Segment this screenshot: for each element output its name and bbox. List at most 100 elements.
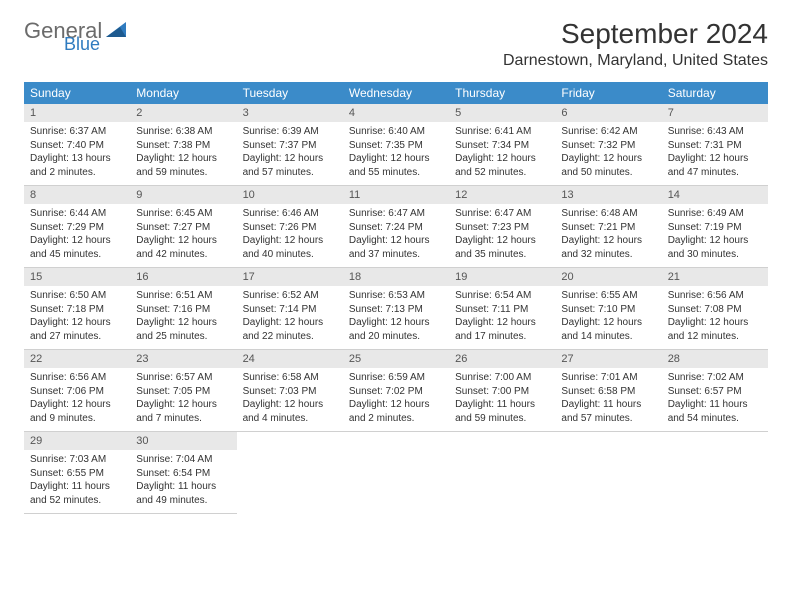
day-number: 29 — [24, 432, 130, 450]
sunrise-text: Sunrise: 6:47 AM — [349, 207, 443, 221]
day-body: Sunrise: 6:46 AMSunset: 7:26 PMDaylight:… — [237, 204, 343, 261]
day-number: 3 — [237, 104, 343, 122]
day-body: Sunrise: 6:55 AMSunset: 7:10 PMDaylight:… — [555, 286, 661, 343]
dow-tuesday: Tuesday — [237, 82, 343, 104]
sunset-text: Sunset: 7:03 PM — [243, 385, 337, 399]
sunrise-text: Sunrise: 6:58 AM — [243, 371, 337, 385]
day-body: Sunrise: 6:51 AMSunset: 7:16 PMDaylight:… — [130, 286, 236, 343]
sunset-text: Sunset: 7:21 PM — [561, 221, 655, 235]
sunrise-text: Sunrise: 6:37 AM — [30, 125, 124, 139]
daylight-text: Daylight: 12 hours and 14 minutes. — [561, 316, 655, 343]
sunset-text: Sunset: 7:19 PM — [668, 221, 762, 235]
day-cell: 29Sunrise: 7:03 AMSunset: 6:55 PMDayligh… — [24, 432, 130, 514]
sunrise-text: Sunrise: 6:40 AM — [349, 125, 443, 139]
dow-monday: Monday — [130, 82, 236, 104]
sunrise-text: Sunrise: 7:02 AM — [668, 371, 762, 385]
sunset-text: Sunset: 7:26 PM — [243, 221, 337, 235]
day-body: Sunrise: 6:52 AMSunset: 7:14 PMDaylight:… — [237, 286, 343, 343]
daylight-text: Daylight: 12 hours and 17 minutes. — [455, 316, 549, 343]
daylight-text: Daylight: 12 hours and 47 minutes. — [668, 152, 762, 179]
sunrise-text: Sunrise: 6:44 AM — [30, 207, 124, 221]
day-number: 5 — [449, 104, 555, 122]
sunset-text: Sunset: 7:00 PM — [455, 385, 549, 399]
day-body: Sunrise: 6:58 AMSunset: 7:03 PMDaylight:… — [237, 368, 343, 425]
day-number: 4 — [343, 104, 449, 122]
day-cell — [449, 432, 555, 514]
day-cell: 18Sunrise: 6:53 AMSunset: 7:13 PMDayligh… — [343, 268, 449, 350]
daylight-text: Daylight: 12 hours and 59 minutes. — [136, 152, 230, 179]
day-number: 19 — [449, 268, 555, 286]
day-number: 20 — [555, 268, 661, 286]
day-body: Sunrise: 6:37 AMSunset: 7:40 PMDaylight:… — [24, 122, 130, 179]
day-cell — [343, 432, 449, 514]
day-cell: 22Sunrise: 6:56 AMSunset: 7:06 PMDayligh… — [24, 350, 130, 432]
day-number: 24 — [237, 350, 343, 368]
day-body: Sunrise: 6:53 AMSunset: 7:13 PMDaylight:… — [343, 286, 449, 343]
header: General Blue September 2024 Darnestown, … — [24, 18, 768, 70]
sunrise-text: Sunrise: 6:50 AM — [30, 289, 124, 303]
sunrise-text: Sunrise: 7:01 AM — [561, 371, 655, 385]
sunrise-text: Sunrise: 6:59 AM — [349, 371, 443, 385]
logo: General Blue — [24, 18, 128, 44]
dow-wednesday: Wednesday — [343, 82, 449, 104]
day-body: Sunrise: 7:04 AMSunset: 6:54 PMDaylight:… — [130, 450, 236, 507]
daylight-text: Daylight: 12 hours and 52 minutes. — [455, 152, 549, 179]
sunset-text: Sunset: 7:34 PM — [455, 139, 549, 153]
day-cell: 1Sunrise: 6:37 AMSunset: 7:40 PMDaylight… — [24, 104, 130, 186]
daylight-text: Daylight: 12 hours and 30 minutes. — [668, 234, 762, 261]
day-body: Sunrise: 6:56 AMSunset: 7:08 PMDaylight:… — [662, 286, 768, 343]
dow-thursday: Thursday — [449, 82, 555, 104]
day-cell: 21Sunrise: 6:56 AMSunset: 7:08 PMDayligh… — [662, 268, 768, 350]
day-number: 18 — [343, 268, 449, 286]
day-body: Sunrise: 7:00 AMSunset: 7:00 PMDaylight:… — [449, 368, 555, 425]
sunrise-text: Sunrise: 6:48 AM — [561, 207, 655, 221]
daylight-text: Daylight: 12 hours and 32 minutes. — [561, 234, 655, 261]
sunset-text: Sunset: 6:55 PM — [30, 467, 124, 481]
sunrise-text: Sunrise: 7:04 AM — [136, 453, 230, 467]
day-number: 25 — [343, 350, 449, 368]
day-body: Sunrise: 6:47 AMSunset: 7:23 PMDaylight:… — [449, 204, 555, 261]
sunrise-text: Sunrise: 6:38 AM — [136, 125, 230, 139]
day-cell: 7Sunrise: 6:43 AMSunset: 7:31 PMDaylight… — [662, 104, 768, 186]
sunrise-text: Sunrise: 6:56 AM — [668, 289, 762, 303]
day-cell: 23Sunrise: 6:57 AMSunset: 7:05 PMDayligh… — [130, 350, 236, 432]
sunset-text: Sunset: 7:08 PM — [668, 303, 762, 317]
sunrise-text: Sunrise: 6:56 AM — [30, 371, 124, 385]
sunset-text: Sunset: 7:31 PM — [668, 139, 762, 153]
day-body: Sunrise: 6:42 AMSunset: 7:32 PMDaylight:… — [555, 122, 661, 179]
day-cell: 12Sunrise: 6:47 AMSunset: 7:23 PMDayligh… — [449, 186, 555, 268]
sunset-text: Sunset: 7:40 PM — [30, 139, 124, 153]
location: Darnestown, Maryland, United States — [503, 52, 768, 70]
day-number: 9 — [130, 186, 236, 204]
calendar: SundayMondayTuesdayWednesdayThursdayFrid… — [24, 82, 768, 514]
day-number: 28 — [662, 350, 768, 368]
daylight-text: Daylight: 12 hours and 7 minutes. — [136, 398, 230, 425]
day-number: 12 — [449, 186, 555, 204]
daylight-text: Daylight: 12 hours and 37 minutes. — [349, 234, 443, 261]
dow-friday: Friday — [555, 82, 661, 104]
sunset-text: Sunset: 7:24 PM — [349, 221, 443, 235]
day-cell: 3Sunrise: 6:39 AMSunset: 7:37 PMDaylight… — [237, 104, 343, 186]
day-number: 16 — [130, 268, 236, 286]
week-row: 1Sunrise: 6:37 AMSunset: 7:40 PMDaylight… — [24, 104, 768, 186]
day-body: Sunrise: 6:50 AMSunset: 7:18 PMDaylight:… — [24, 286, 130, 343]
day-body: Sunrise: 6:56 AMSunset: 7:06 PMDaylight:… — [24, 368, 130, 425]
day-number: 6 — [555, 104, 661, 122]
sunrise-text: Sunrise: 6:53 AM — [349, 289, 443, 303]
sunset-text: Sunset: 7:02 PM — [349, 385, 443, 399]
month-title: September 2024 — [503, 18, 768, 50]
day-number: 21 — [662, 268, 768, 286]
day-cell: 6Sunrise: 6:42 AMSunset: 7:32 PMDaylight… — [555, 104, 661, 186]
sunset-text: Sunset: 6:58 PM — [561, 385, 655, 399]
daylight-text: Daylight: 12 hours and 9 minutes. — [30, 398, 124, 425]
day-number: 7 — [662, 104, 768, 122]
daylight-text: Daylight: 12 hours and 20 minutes. — [349, 316, 443, 343]
daylight-text: Daylight: 12 hours and 50 minutes. — [561, 152, 655, 179]
day-number: 15 — [24, 268, 130, 286]
day-body: Sunrise: 6:44 AMSunset: 7:29 PMDaylight:… — [24, 204, 130, 261]
sunset-text: Sunset: 7:16 PM — [136, 303, 230, 317]
day-number: 11 — [343, 186, 449, 204]
daylight-text: Daylight: 12 hours and 40 minutes. — [243, 234, 337, 261]
daylight-text: Daylight: 11 hours and 49 minutes. — [136, 480, 230, 507]
day-body: Sunrise: 6:59 AMSunset: 7:02 PMDaylight:… — [343, 368, 449, 425]
